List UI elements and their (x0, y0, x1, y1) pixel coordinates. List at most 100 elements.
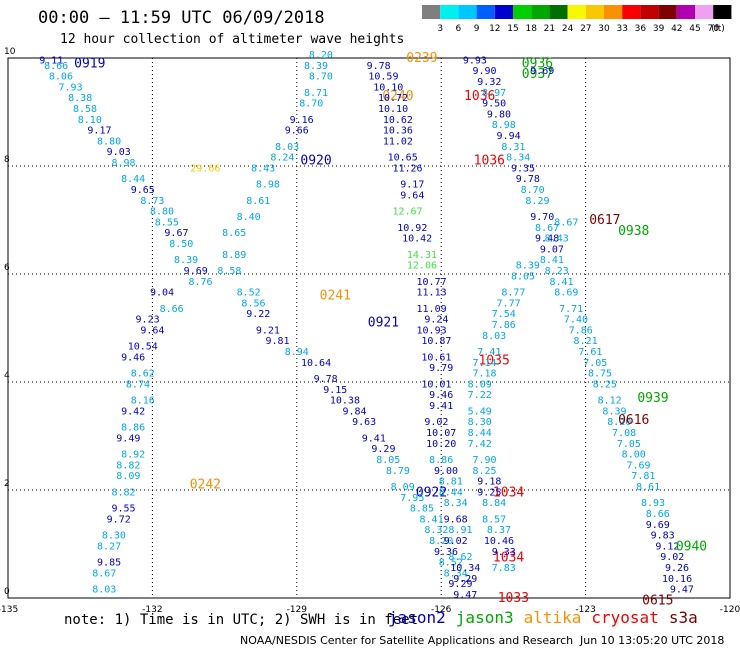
swh-value: 9.29 (371, 444, 395, 455)
swh-value: 8.70 (309, 72, 333, 83)
colorbar-swatch (494, 5, 513, 19)
swh-value: 9.36 (434, 547, 458, 558)
swh-value: 8.71 (304, 88, 328, 99)
swh-value: 7.93 (59, 82, 83, 93)
pass-time-label: 0615 (642, 594, 673, 609)
y-tick-label: 6 (4, 263, 10, 273)
swh-value: 8.43 (545, 234, 569, 245)
swh-value: 8.92 (121, 450, 145, 461)
y-tick-label: 4 (4, 371, 10, 381)
swh-value: 9.02 (424, 417, 448, 428)
colorbar-unit: (ft) (711, 24, 725, 34)
swh-value: 9.00 (434, 466, 458, 477)
footnote: note: 1) Time is in UTC; 2) SWH is in fe… (64, 612, 419, 628)
swh-value: 10.87 (421, 336, 451, 347)
swh-value: 9.04 (150, 288, 174, 299)
swh-value: 9.07 (540, 244, 564, 255)
swh-value: 9.85 (97, 558, 121, 569)
credit-date: Jun 10 13:05:20 UTC 2018 (580, 634, 725, 647)
swh-value: 8.76 (188, 277, 212, 288)
swh-value: 10.77 (417, 277, 447, 288)
swh-value: 8.89 (222, 250, 246, 261)
swh-value: 10.59 (368, 72, 398, 83)
swh-value: 9.84 (343, 406, 367, 417)
swh-value: 7.40 (564, 315, 588, 326)
swh-value: 8.03 (92, 585, 116, 596)
swh-value: 10.42 (402, 234, 432, 245)
swh-value: 9.26 (665, 563, 689, 574)
satellite-legend: jason2 jason3 altika cryosat s3a (388, 608, 708, 627)
plot-area: -135-132-129-126-123-12002468109.118.668… (0, 47, 740, 615)
swh-value: 8.82 (111, 487, 135, 498)
swh-value: 8.25 (593, 379, 617, 390)
swh-value: 8.34 (444, 498, 468, 509)
page-subtitle: 12 hour collection of altimeter wave hei… (60, 32, 405, 47)
pass-time-label: 0240 (382, 89, 413, 104)
swh-value: 9.02 (444, 536, 468, 547)
swh-value: 9.63 (352, 417, 376, 428)
colorbar-swatch (604, 5, 623, 19)
colorbar-label: 45 (689, 24, 700, 34)
swh-value: 9.64 (400, 190, 424, 201)
x-tick-label: -135 (0, 605, 18, 615)
swh-value: 9.93 (463, 55, 487, 66)
swh-value: 9.94 (497, 131, 521, 142)
swh-value: 8.58 (217, 266, 241, 277)
swh-value: 8.69 (554, 288, 578, 299)
swh-value: 7.69 (626, 460, 650, 471)
swh-value: 7.95 (400, 493, 424, 504)
swh-value: 14.31 (407, 250, 437, 261)
swh-value: 7.42 (468, 439, 492, 450)
swh-value: 8.20 (607, 417, 631, 428)
colorbar-swatch (531, 5, 550, 19)
swh-value: 8.24 (270, 153, 294, 164)
colorbar-swatch (422, 5, 441, 19)
swh-value: 8.38 (68, 93, 92, 104)
swh-value: 9.18 (477, 477, 501, 488)
colorbar-label: 21 (544, 24, 555, 34)
swh-value: 8.03 (482, 331, 506, 342)
swh-value: 8.20 (429, 536, 453, 547)
swh-value: 8.56 (241, 298, 265, 309)
swh-value: 8.41 (540, 255, 564, 266)
swh-value: 8.66 (44, 61, 68, 72)
x-tick-label: -129 (287, 605, 308, 615)
y-tick-label: 10 (4, 47, 16, 57)
swh-value: 7.08 (612, 428, 636, 439)
colorbar-label: 24 (562, 24, 574, 34)
swh-value: 10.07 (426, 428, 456, 439)
y-tick-label: 2 (4, 479, 10, 489)
swh-value: 7.83 (492, 563, 516, 574)
swh-value: 8.91 (448, 525, 472, 536)
swh-value: 9.17 (87, 126, 111, 137)
pass-time-label: 1034 (493, 486, 524, 501)
swh-value: 9.67 (164, 228, 188, 239)
swh-value: 9.02 (660, 552, 684, 563)
x-tick-label: -120 (720, 605, 740, 615)
swh-value: 8.09 (391, 482, 415, 493)
colorbar-label: 12 (489, 24, 500, 34)
pass-time-label: 0241 (320, 289, 351, 304)
swh-value: 9.17 (400, 180, 424, 191)
swh-value: 8.55 (155, 217, 179, 228)
swh-value: 9.32 (477, 77, 501, 88)
colorbar-label: 36 (635, 24, 647, 34)
swh-value: 10.38 (330, 396, 360, 407)
swh-value: 10.92 (397, 223, 427, 234)
colorbar-label: 42 (671, 24, 682, 34)
swh-value: 8.67 (535, 223, 559, 234)
swh-value: 7.86 (492, 320, 516, 331)
x-tick-label: -126 (431, 605, 452, 615)
swh-value: 8.58 (73, 104, 97, 115)
credit-text: NOAA/NESDIS Center for Satellite Applica… (240, 634, 574, 647)
swh-value: 10.10 (373, 82, 403, 93)
swh-value: 8.34 (506, 153, 530, 164)
colorbar-swatch (695, 5, 714, 19)
swh-value: 9.12 (655, 541, 679, 552)
swh-value: 9.15 (323, 385, 347, 396)
swh-value: 7.86 (569, 325, 593, 336)
colorbar-label: 30 (598, 24, 610, 34)
pass-time-label: 0242 (190, 478, 221, 493)
pass-time-label: 0920 (300, 154, 331, 169)
swh-value: 8.86 (121, 423, 145, 434)
